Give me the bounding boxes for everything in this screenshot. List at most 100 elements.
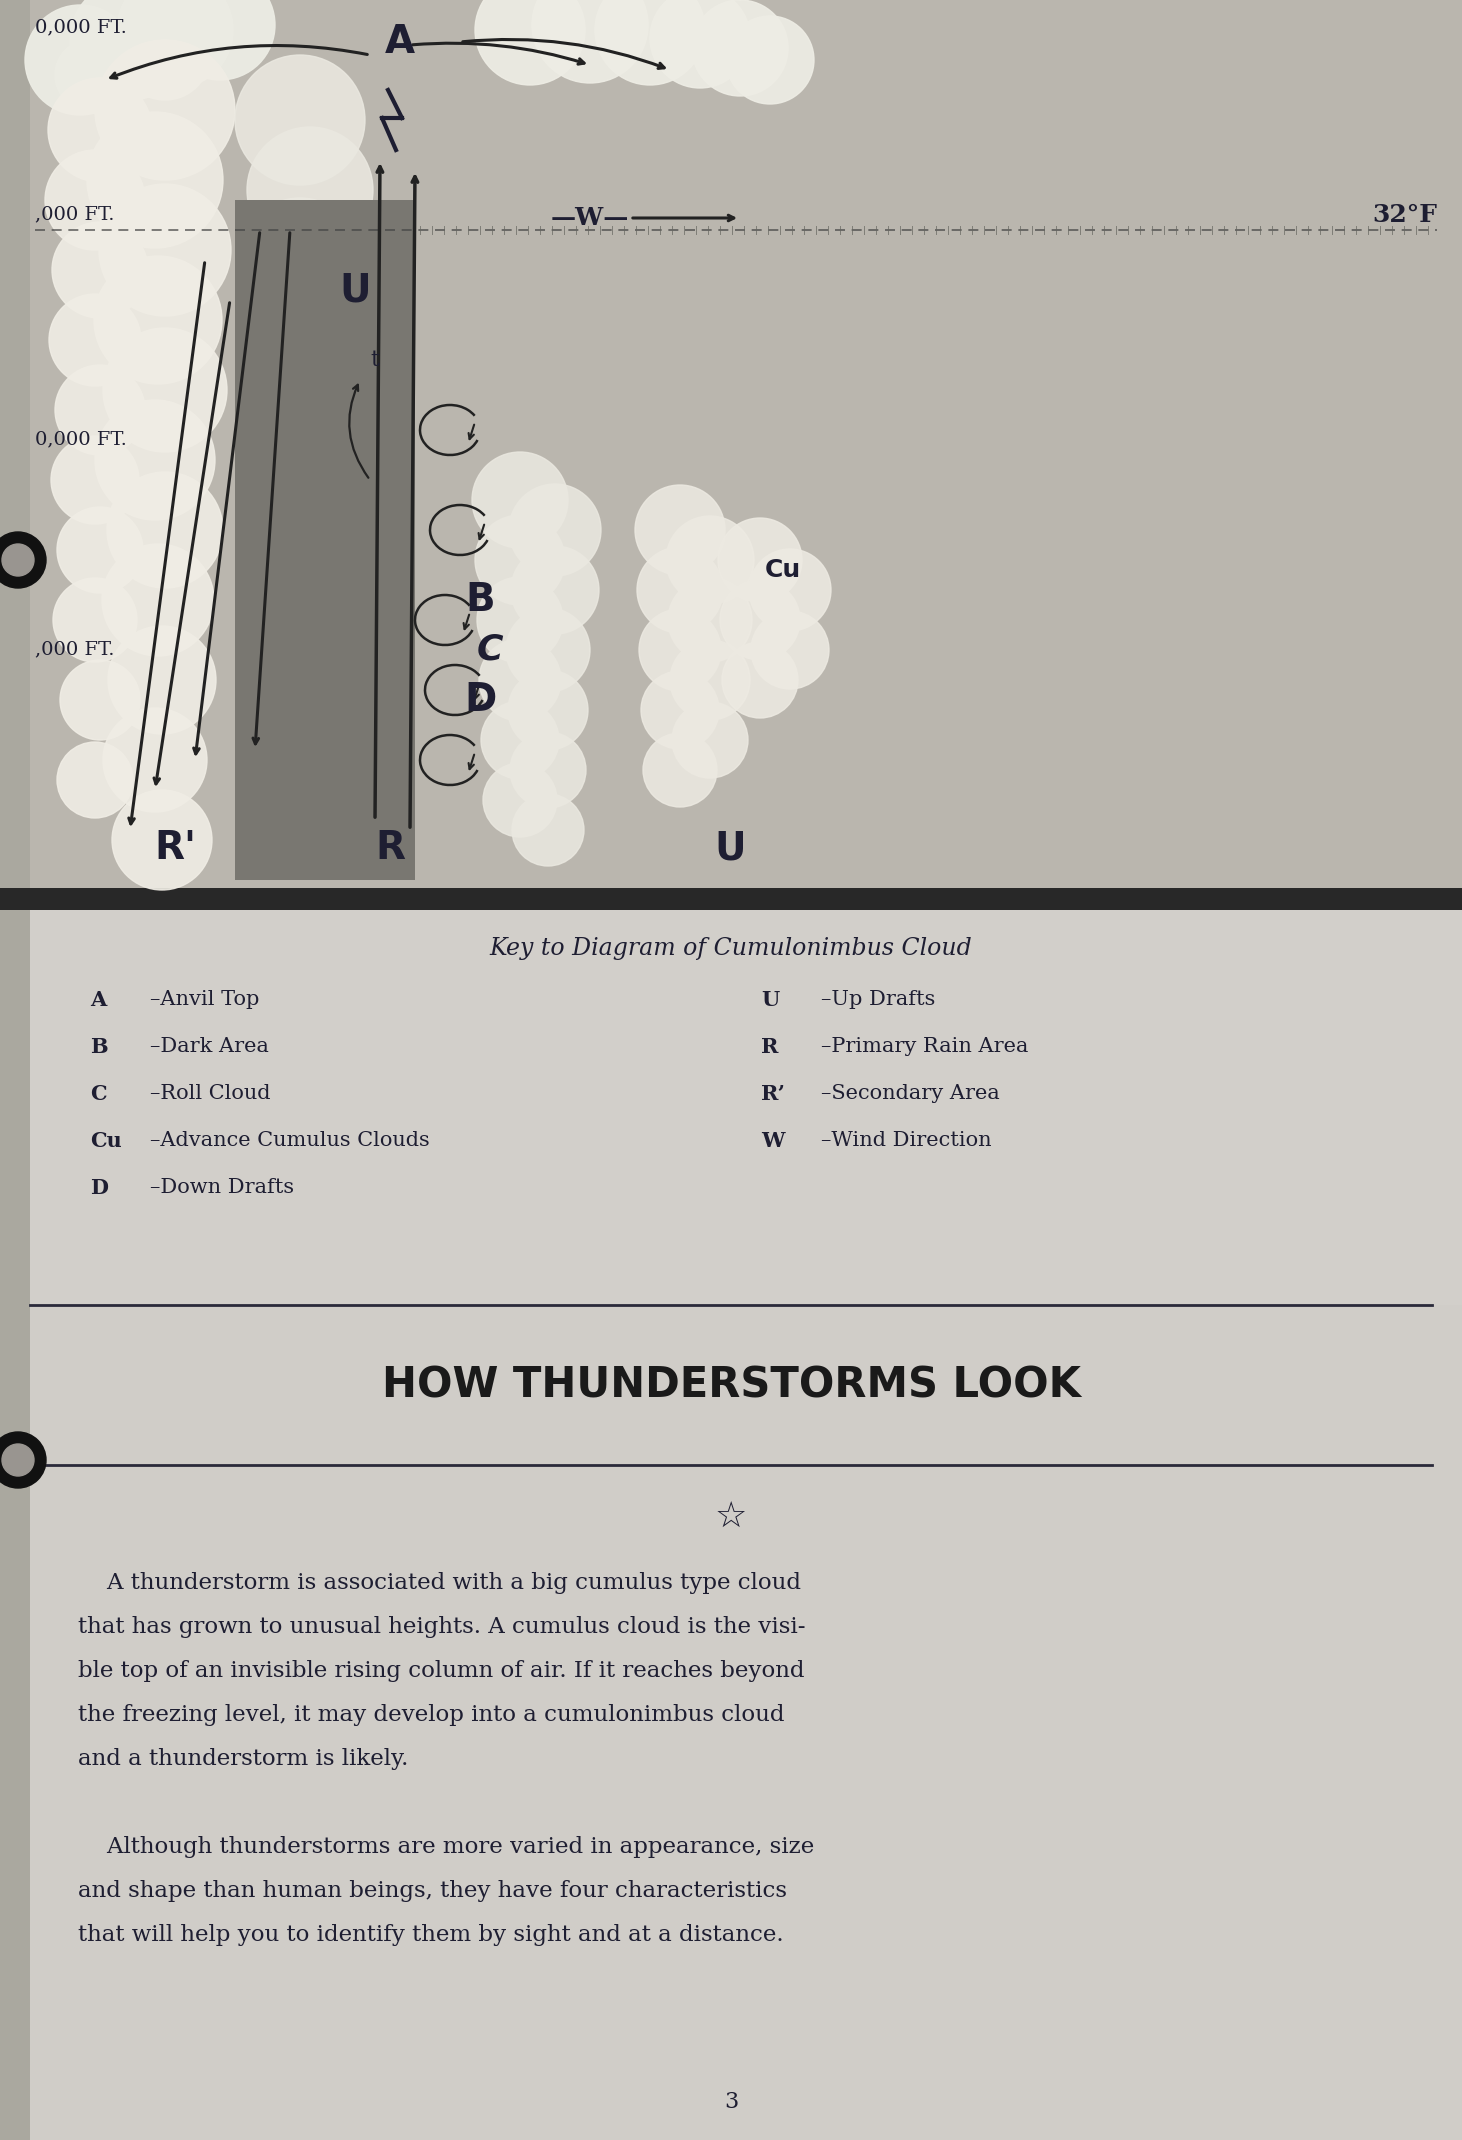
Circle shape <box>639 610 721 691</box>
Circle shape <box>635 486 725 576</box>
Circle shape <box>102 327 227 452</box>
Circle shape <box>0 1432 45 1487</box>
Bar <box>0 1305 1462 1466</box>
Circle shape <box>640 672 719 749</box>
Text: ☆: ☆ <box>715 1500 747 1534</box>
Text: R': R' <box>154 828 196 867</box>
Circle shape <box>56 366 145 456</box>
Circle shape <box>243 342 358 458</box>
Bar <box>235 199 415 880</box>
Circle shape <box>25 4 135 116</box>
Circle shape <box>480 640 561 721</box>
Text: A: A <box>385 24 415 62</box>
Text: D: D <box>463 681 496 719</box>
Text: and shape than human beings, they have four characteristics: and shape than human beings, they have f… <box>77 1881 787 1902</box>
Circle shape <box>94 257 222 383</box>
Text: Cu: Cu <box>765 559 801 582</box>
Circle shape <box>99 184 231 317</box>
Circle shape <box>1 544 34 576</box>
Circle shape <box>48 77 152 182</box>
Text: C: C <box>477 633 503 668</box>
Text: B: B <box>91 1038 108 1057</box>
Circle shape <box>0 533 45 589</box>
Text: t: t <box>370 349 380 370</box>
Circle shape <box>120 11 211 101</box>
Circle shape <box>507 670 588 749</box>
Circle shape <box>727 15 814 105</box>
Circle shape <box>102 708 208 811</box>
Circle shape <box>95 41 235 180</box>
Text: Cu: Cu <box>91 1132 121 1151</box>
Text: U: U <box>715 828 746 867</box>
Text: —W—: —W— <box>551 205 629 229</box>
Circle shape <box>107 473 224 588</box>
Text: A: A <box>91 991 107 1010</box>
Circle shape <box>1 1444 34 1477</box>
Circle shape <box>95 400 215 520</box>
Circle shape <box>637 548 724 633</box>
Bar <box>0 0 31 2140</box>
Circle shape <box>254 413 366 526</box>
Circle shape <box>80 26 159 105</box>
Text: 3: 3 <box>724 2091 738 2112</box>
Circle shape <box>512 546 599 633</box>
Circle shape <box>113 790 212 890</box>
Bar <box>0 0 1462 888</box>
Circle shape <box>88 111 224 248</box>
Text: A thunderstorm is associated with a big cumulus type cloud: A thunderstorm is associated with a big … <box>77 1573 801 1594</box>
Circle shape <box>246 486 354 595</box>
Circle shape <box>70 0 190 101</box>
Text: B: B <box>465 580 494 618</box>
Text: –Secondary Area: –Secondary Area <box>822 1085 1000 1102</box>
Circle shape <box>117 0 232 88</box>
Circle shape <box>751 612 829 689</box>
Circle shape <box>643 734 716 807</box>
Text: –Roll Cloud: –Roll Cloud <box>151 1085 270 1102</box>
Circle shape <box>472 452 569 548</box>
Circle shape <box>722 642 798 719</box>
Text: U: U <box>762 991 779 1010</box>
Text: C: C <box>91 1085 107 1104</box>
Circle shape <box>247 126 373 253</box>
Text: ,000 FT.: ,000 FT. <box>35 205 114 223</box>
Circle shape <box>108 627 216 734</box>
Text: R: R <box>762 1038 778 1057</box>
Circle shape <box>510 732 586 809</box>
Circle shape <box>102 544 213 657</box>
Circle shape <box>45 150 145 250</box>
Circle shape <box>56 41 124 109</box>
Text: that has grown to unusual heights. A cumulus cloud is the visi-: that has grown to unusual heights. A cum… <box>77 1616 806 1637</box>
Circle shape <box>53 223 148 319</box>
Bar <box>235 199 415 880</box>
Circle shape <box>51 437 139 524</box>
Circle shape <box>719 580 800 659</box>
Circle shape <box>475 0 585 86</box>
Text: ble top of an invisible rising column of air. If it reaches beyond: ble top of an invisible rising column of… <box>77 1661 804 1682</box>
Bar <box>0 910 1462 1305</box>
Text: D: D <box>91 1177 108 1198</box>
Text: R’: R’ <box>762 1085 785 1104</box>
Circle shape <box>50 293 140 385</box>
Circle shape <box>256 567 360 672</box>
Text: the freezing level, it may develop into a cumulonimbus cloud: the freezing level, it may develop into … <box>77 1703 785 1727</box>
Circle shape <box>595 0 705 86</box>
Text: –Primary Rain Area: –Primary Rain Area <box>822 1038 1028 1055</box>
Text: U: U <box>339 272 371 308</box>
Circle shape <box>57 507 143 593</box>
Text: –Dark Area: –Dark Area <box>151 1038 269 1055</box>
Circle shape <box>235 56 366 184</box>
Text: Although thunderstorms are more varied in appearance, size: Although thunderstorms are more varied i… <box>77 1836 814 1858</box>
Text: and a thunderstorm is likely.: and a thunderstorm is likely. <box>77 1748 408 1770</box>
Circle shape <box>475 516 564 606</box>
Text: –Up Drafts: –Up Drafts <box>822 991 936 1008</box>
Circle shape <box>165 0 275 79</box>
Circle shape <box>57 743 133 817</box>
Text: HOW THUNDERSTORMS LOOK: HOW THUNDERSTORMS LOOK <box>382 1363 1080 1406</box>
Circle shape <box>668 578 751 661</box>
Text: ,000 FT.: ,000 FT. <box>35 640 114 657</box>
Circle shape <box>60 659 140 740</box>
Bar <box>0 1466 1462 2140</box>
Circle shape <box>749 550 830 631</box>
Text: 0,000 FT.: 0,000 FT. <box>35 430 127 447</box>
Text: –Advance Cumulus Clouds: –Advance Cumulus Clouds <box>151 1132 430 1149</box>
